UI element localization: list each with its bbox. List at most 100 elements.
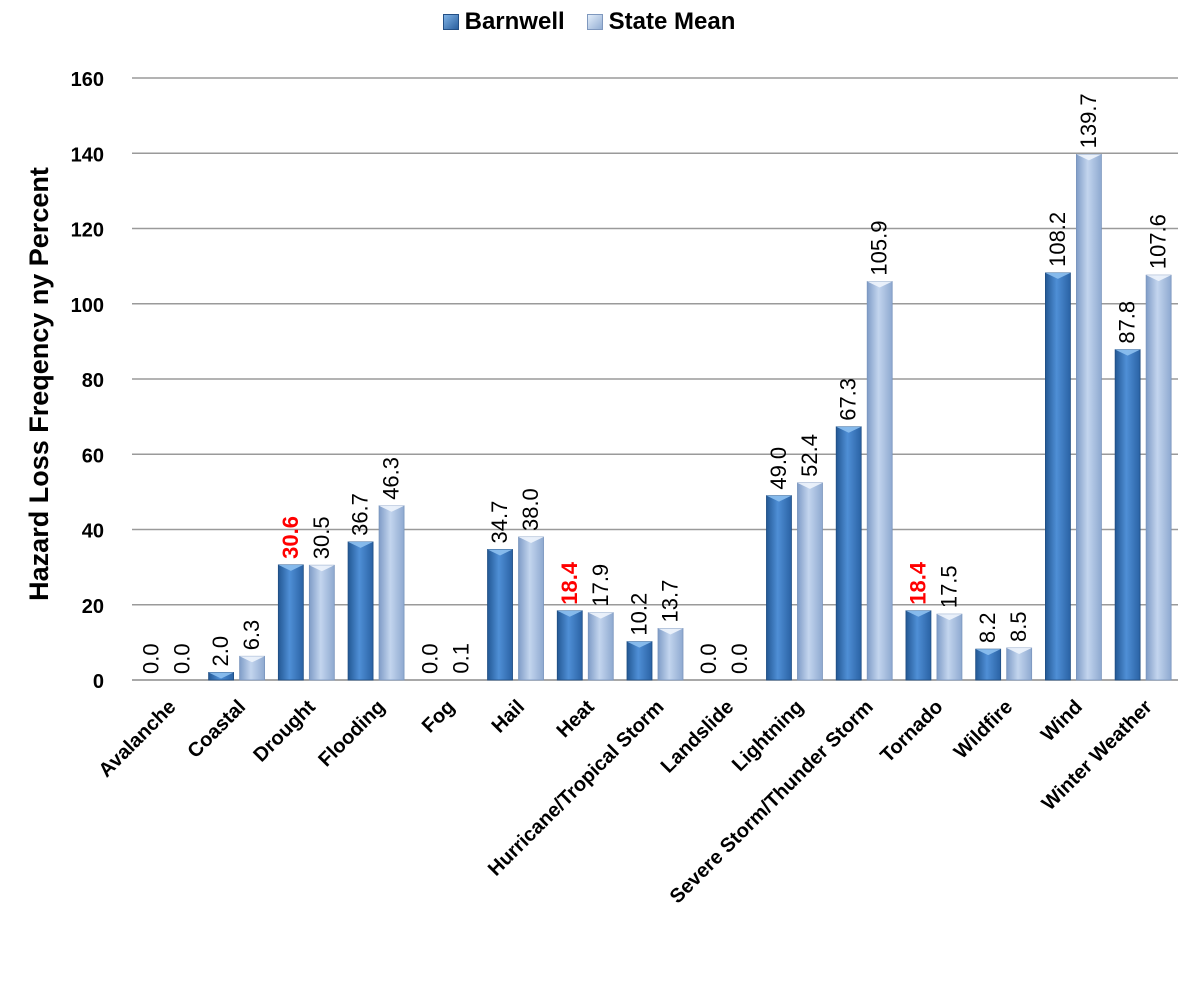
data-label: 8.2 <box>975 613 1000 644</box>
y-tick-label: 60 <box>82 445 104 467</box>
x-tick-label: Wind <box>1037 696 1087 746</box>
data-label: 0.0 <box>169 643 194 674</box>
x-tick-label: Tornado <box>876 696 947 767</box>
y-tick-label: 40 <box>82 521 104 543</box>
bar <box>1114 349 1141 681</box>
data-label: 13.7 <box>658 580 683 623</box>
bar-cap <box>627 641 652 648</box>
data-label: 108.2 <box>1045 212 1070 267</box>
bar <box>556 610 583 681</box>
data-label: 49.0 <box>766 447 791 490</box>
bar-cap <box>905 610 931 617</box>
bar-cap <box>348 541 374 548</box>
bar-cap <box>239 656 265 663</box>
data-label: 67.3 <box>836 378 861 421</box>
bar-cap <box>309 565 335 572</box>
bar-cap <box>867 281 893 288</box>
bar <box>797 482 823 681</box>
data-label: 105.9 <box>867 220 892 275</box>
data-label: 107.6 <box>1146 214 1171 269</box>
bar-cap <box>557 610 583 617</box>
data-label: 0.0 <box>138 643 163 674</box>
bar <box>1045 272 1071 681</box>
legend-label-barnwell: Barnwell <box>464 8 565 35</box>
data-label: 2.0 <box>208 636 233 667</box>
x-tick-label: Hail <box>488 696 529 737</box>
y-tick-label: 140 <box>71 144 104 166</box>
x-tick-label: Heat <box>553 696 599 742</box>
data-label: 17.5 <box>936 565 961 608</box>
bar <box>1076 153 1102 681</box>
legend-item-state-mean: State Mean <box>586 8 736 36</box>
data-label: 17.9 <box>588 564 613 607</box>
bar-cap <box>836 426 862 433</box>
data-label: 0.0 <box>727 643 752 674</box>
x-tick-label: Fog <box>418 696 459 737</box>
data-label: 139.7 <box>1076 93 1101 148</box>
legend-label-state-mean: State Mean <box>608 8 736 35</box>
bar <box>277 564 304 681</box>
data-label: 30.6 <box>278 516 303 559</box>
legend-swatch-state-mean <box>586 14 603 30</box>
data-label: 30.5 <box>309 516 334 559</box>
bar-cap <box>518 537 544 544</box>
bar <box>835 426 862 681</box>
data-label: 36.7 <box>348 493 373 536</box>
y-tick-label: 100 <box>71 295 104 317</box>
bar <box>378 505 405 681</box>
bar <box>766 495 792 681</box>
bar-cap <box>975 649 1001 656</box>
data-label: 0.1 <box>448 643 473 674</box>
data-label: 18.4 <box>905 561 930 605</box>
data-label: 6.3 <box>239 620 264 651</box>
data-label: 87.8 <box>1115 301 1140 344</box>
bar <box>866 281 893 681</box>
bar <box>347 541 374 681</box>
legend-swatch-barnwell <box>442 14 459 30</box>
legend: Barnwell State Mean <box>0 4 1178 40</box>
data-label: 38.0 <box>518 488 543 531</box>
y-tick-label: 20 <box>82 596 104 618</box>
bar-cap <box>1045 272 1071 279</box>
x-tick-label: Wildfire <box>950 696 1017 763</box>
bar <box>657 628 684 681</box>
y-tick-label: 160 <box>71 69 104 91</box>
data-label: 0.0 <box>696 643 721 674</box>
bar <box>308 564 335 681</box>
bar-cap <box>936 614 962 621</box>
bar <box>905 610 932 681</box>
data-label: 46.3 <box>379 457 404 500</box>
x-tick-label: Flooding <box>314 696 389 771</box>
bar <box>936 613 963 681</box>
bar-cap <box>658 628 683 635</box>
legend-item-barnwell: Barnwell <box>442 8 565 36</box>
data-label: 0.0 <box>417 643 442 674</box>
data-label: 52.4 <box>797 434 822 477</box>
bar-cap <box>588 612 614 619</box>
bar <box>626 641 653 681</box>
x-tick-label: Landslide <box>657 696 739 778</box>
data-label: 34.7 <box>487 501 512 544</box>
bar-cap <box>766 495 792 502</box>
bar-cap <box>379 505 405 512</box>
x-tick-label: Coastal <box>183 696 250 763</box>
bar <box>487 549 513 681</box>
bar-cap <box>797 482 823 489</box>
bar-cap <box>1076 154 1102 161</box>
y-tick-label: 120 <box>71 220 104 242</box>
y-axis-title: Hazard Loss Freqency ny Percent <box>24 167 54 601</box>
bar-cap <box>208 672 234 679</box>
bar-cap <box>487 549 513 556</box>
bar-cap <box>1006 648 1032 655</box>
bar <box>518 536 544 681</box>
data-label: 8.5 <box>1006 611 1031 642</box>
data-label: 18.4 <box>557 561 582 605</box>
y-tick-label: 0 <box>93 671 104 693</box>
x-tick-label: Drought <box>249 696 320 767</box>
bar-cap <box>1115 349 1141 356</box>
data-label: 10.2 <box>627 593 652 636</box>
bar <box>1145 274 1172 681</box>
bar-cap <box>1146 275 1172 282</box>
